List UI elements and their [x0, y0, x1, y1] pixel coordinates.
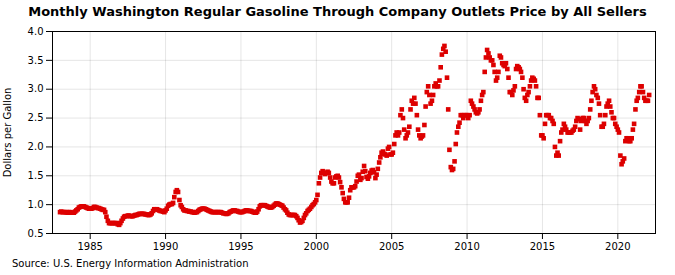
- svg-text:1.0: 1.0: [28, 199, 44, 210]
- svg-text:0.5: 0.5: [28, 228, 44, 239]
- svg-text:2.0: 2.0: [28, 141, 44, 152]
- html-text:Monthly Washington Regular Gas: Monthly Washington Regular Gasoline Thro…: [28, 4, 647, 19]
- svg-text:1.5: 1.5: [28, 170, 44, 181]
- svg-text:1990: 1990: [153, 241, 178, 252]
- svg-text:2010: 2010: [454, 241, 479, 252]
- svg-text:2020: 2020: [605, 241, 630, 252]
- svg-text:2000: 2000: [304, 241, 329, 252]
- svg-text:3.0: 3.0: [28, 83, 44, 94]
- svg-text:1995: 1995: [228, 241, 253, 252]
- svg-text:2015: 2015: [530, 241, 555, 252]
- svg-text:2.5: 2.5: [28, 112, 44, 123]
- svg-text:2005: 2005: [379, 241, 404, 252]
- svg-text:Dollars per Gallon: Dollars per Gallon: [2, 88, 13, 178]
- html-text:Source: U.S. Energy Informatio: Source: U.S. Energy Information Administ…: [12, 258, 249, 269]
- svg-text:3.5: 3.5: [28, 55, 44, 66]
- svg-text:1985: 1985: [77, 241, 102, 252]
- svg-text:4.0: 4.0: [28, 26, 44, 37]
